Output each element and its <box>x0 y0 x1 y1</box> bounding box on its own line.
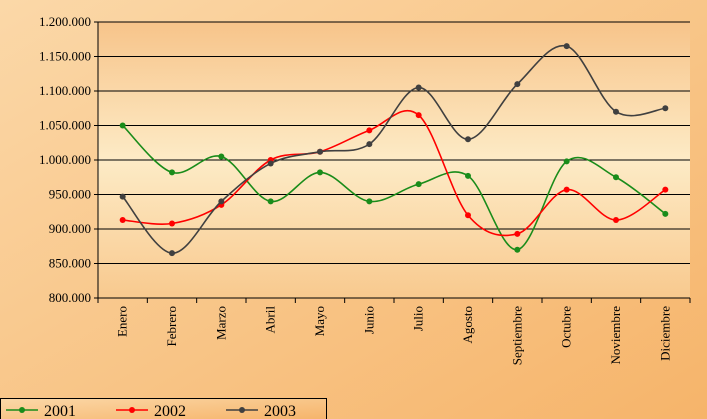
point <box>465 136 471 143</box>
x-tick-label: Marzo <box>213 306 228 340</box>
y-tick-label: 1.150.000 <box>39 49 91 64</box>
point <box>218 153 225 160</box>
point <box>267 160 274 167</box>
point <box>119 193 126 200</box>
legend-label: 2002 <box>154 403 186 419</box>
x-tick-label: Febrero <box>164 306 179 346</box>
point <box>317 169 323 176</box>
point <box>563 158 570 165</box>
legend-label: 2003 <box>264 403 296 419</box>
point <box>366 141 373 148</box>
y-tick-label: 1.200.000 <box>39 14 91 29</box>
y-tick-label: 1.050.000 <box>39 118 91 133</box>
y-tick-label: 850.000 <box>49 256 91 271</box>
x-tick-label: Septiembre <box>509 306 524 365</box>
series-line <box>122 44 666 254</box>
point <box>613 217 619 224</box>
point <box>119 217 126 224</box>
point <box>613 174 619 181</box>
point <box>662 105 669 112</box>
x-tick-label: Abril <box>263 306 278 334</box>
x-tick-label: Enero <box>115 306 130 337</box>
legend-label: 2001 <box>44 403 76 419</box>
point <box>415 84 422 91</box>
point <box>514 230 521 237</box>
legend-marker <box>19 407 25 413</box>
x-tick-label: Agosto <box>460 306 475 344</box>
x-tick-label: Diciembre <box>657 306 672 361</box>
point <box>169 250 175 257</box>
point <box>662 210 669 217</box>
y-tick-label: 800.000 <box>49 290 91 305</box>
point <box>267 198 274 205</box>
point <box>662 186 669 193</box>
point <box>563 43 570 50</box>
y-tick-label: 950.000 <box>49 187 91 202</box>
point <box>366 198 373 205</box>
y-tick-label: 900.000 <box>49 221 91 236</box>
point <box>465 172 471 179</box>
y-tick-label: 1.000.000 <box>39 152 91 167</box>
point <box>119 122 126 129</box>
legend: 2001 2002 2003 <box>0 398 327 419</box>
point <box>169 220 175 227</box>
x-tick-label: Junio <box>361 306 376 334</box>
point <box>169 169 175 176</box>
point <box>366 127 373 134</box>
x-tick-label: Octubre <box>559 306 574 348</box>
point <box>563 186 570 193</box>
point <box>514 81 521 88</box>
point <box>218 198 225 205</box>
point <box>613 108 619 115</box>
x-tick-label: Noviembre <box>608 306 623 365</box>
x-tick-label: Julio <box>411 306 426 331</box>
point <box>465 212 471 219</box>
y-tick-label: 1.100.000 <box>39 83 91 98</box>
legend-marker <box>239 407 245 413</box>
legend-box <box>0 398 327 419</box>
legend-marker <box>129 407 135 413</box>
point <box>514 246 521 253</box>
point <box>415 181 422 188</box>
point <box>317 148 323 155</box>
x-tick-label: Mayo <box>312 306 327 336</box>
point <box>415 112 422 119</box>
